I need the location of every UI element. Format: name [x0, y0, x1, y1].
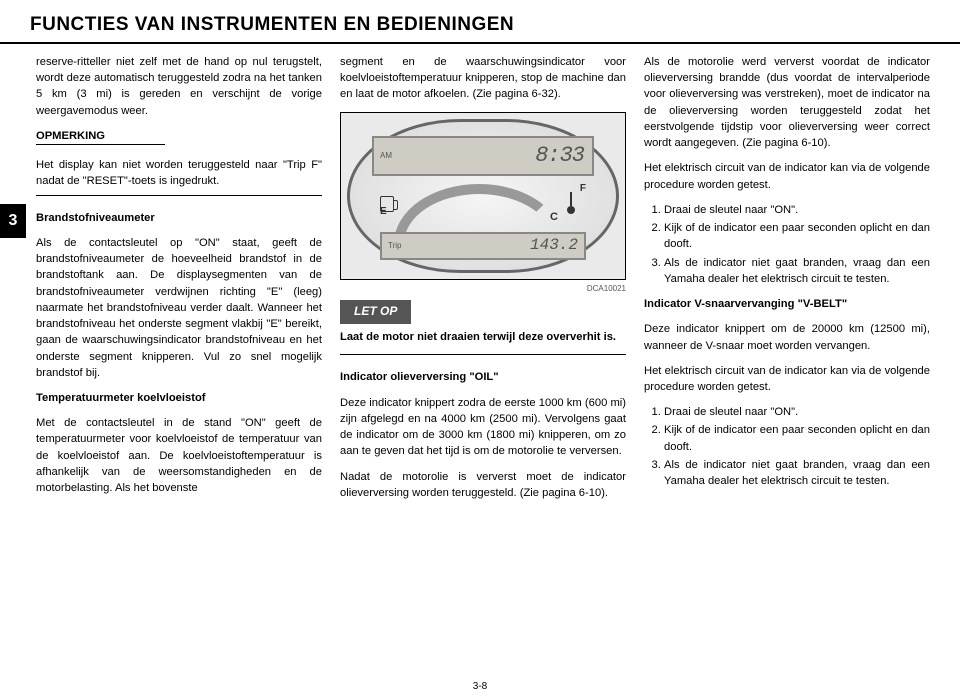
content-columns: reserve-ritteller niet zelf met de hand …: [0, 54, 960, 510]
column-3: Als de motorolie werd ververst voordat d…: [644, 54, 930, 510]
col3-h1: Indicator V-snaarvervanging "V-BELT": [644, 296, 930, 312]
col3-p3: Deze indicator knippert om de 20000 km (…: [644, 321, 930, 353]
list-item: Draai de sleutel naar "ON".: [664, 404, 930, 420]
test-procedure-2: Draai de sleutel naar "ON". Kijk of de i…: [644, 404, 930, 489]
list-item: Als de indicator niet gaat branden, vraa…: [664, 255, 930, 287]
temp-cold-label: C: [550, 210, 558, 226]
note-label: OPMERKING: [36, 128, 165, 145]
col2-p2: Deze indicator knippert zodra de eerste …: [340, 395, 626, 460]
lcd-top: AM 8:33: [372, 136, 594, 176]
lcd-time: 8:33: [535, 140, 584, 172]
col2-p3: Nadat de motorolie is ververst moet de i…: [340, 469, 626, 501]
page-header: FUNCTIES VAN INSTRUMENTEN EN BEDIENINGEN: [0, 0, 960, 44]
note-text: Het display kan niet worden teruggesteld…: [36, 157, 322, 189]
col3-p4: Het elektrisch circuit van de indicator …: [644, 363, 930, 395]
col1-h2: Temperatuurmeter koelvloeistof: [36, 390, 322, 406]
list-item: Draai de sleutel naar "ON".: [664, 202, 930, 218]
column-2: segment en de waarschuwingsindicator voo…: [340, 54, 626, 510]
fuel-full-label: F: [580, 182, 586, 197]
caution-divider: [340, 354, 626, 355]
lcd-bottom: Trip 143.2: [380, 232, 586, 260]
list-item: Kijk of de indicator een paar seconden o…: [664, 220, 930, 252]
col1-p3: Met de contactsleutel in de stand "ON" g…: [36, 415, 322, 496]
col1-p1: reserve-ritteller niet zelf met de hand …: [36, 54, 322, 119]
col2-p1: segment en de waarschuwingsindicator voo…: [340, 54, 626, 103]
col3-p1: Als de motorolie werd ververst voordat d…: [644, 54, 930, 151]
fuel-pump-icon: [380, 196, 394, 212]
lcd-am: AM: [380, 150, 392, 162]
col1-h1: Brandstofniveaumeter: [36, 210, 322, 226]
caution-label: LET OP: [340, 300, 411, 323]
col1-p2: Als de contactsleutel op "ON" staat, gee…: [36, 235, 322, 381]
page-title: FUNCTIES VAN INSTRUMENTEN EN BEDIENINGEN: [30, 14, 930, 36]
page-number: 3-8: [0, 681, 960, 692]
caution-text: Laat de motor niet draaien terwijl deze …: [340, 330, 626, 346]
chapter-tab: 3: [0, 204, 26, 238]
gauge-body: AM 8:33 F E C Trip 143.2: [347, 119, 619, 273]
col3-p2: Het elektrisch circuit van de indicator …: [644, 160, 930, 192]
note-divider: [36, 195, 322, 196]
trip-value: 143.2: [530, 234, 578, 257]
column-1: reserve-ritteller niet zelf met de hand …: [36, 54, 322, 510]
gauge-illustration: AM 8:33 F E C Trip 143.2: [340, 112, 626, 280]
image-reference: DCA10021: [340, 283, 626, 295]
list-item: Kijk of de indicator een paar seconden o…: [664, 422, 930, 454]
col2-h1: Indicator olieverversing "OIL": [340, 369, 626, 385]
trip-label: Trip: [388, 240, 401, 252]
test-procedure-1: Draai de sleutel naar "ON". Kijk of de i…: [644, 202, 930, 287]
thermometer-icon: [566, 192, 576, 216]
list-item: Als de indicator niet gaat branden, vraa…: [664, 457, 930, 489]
